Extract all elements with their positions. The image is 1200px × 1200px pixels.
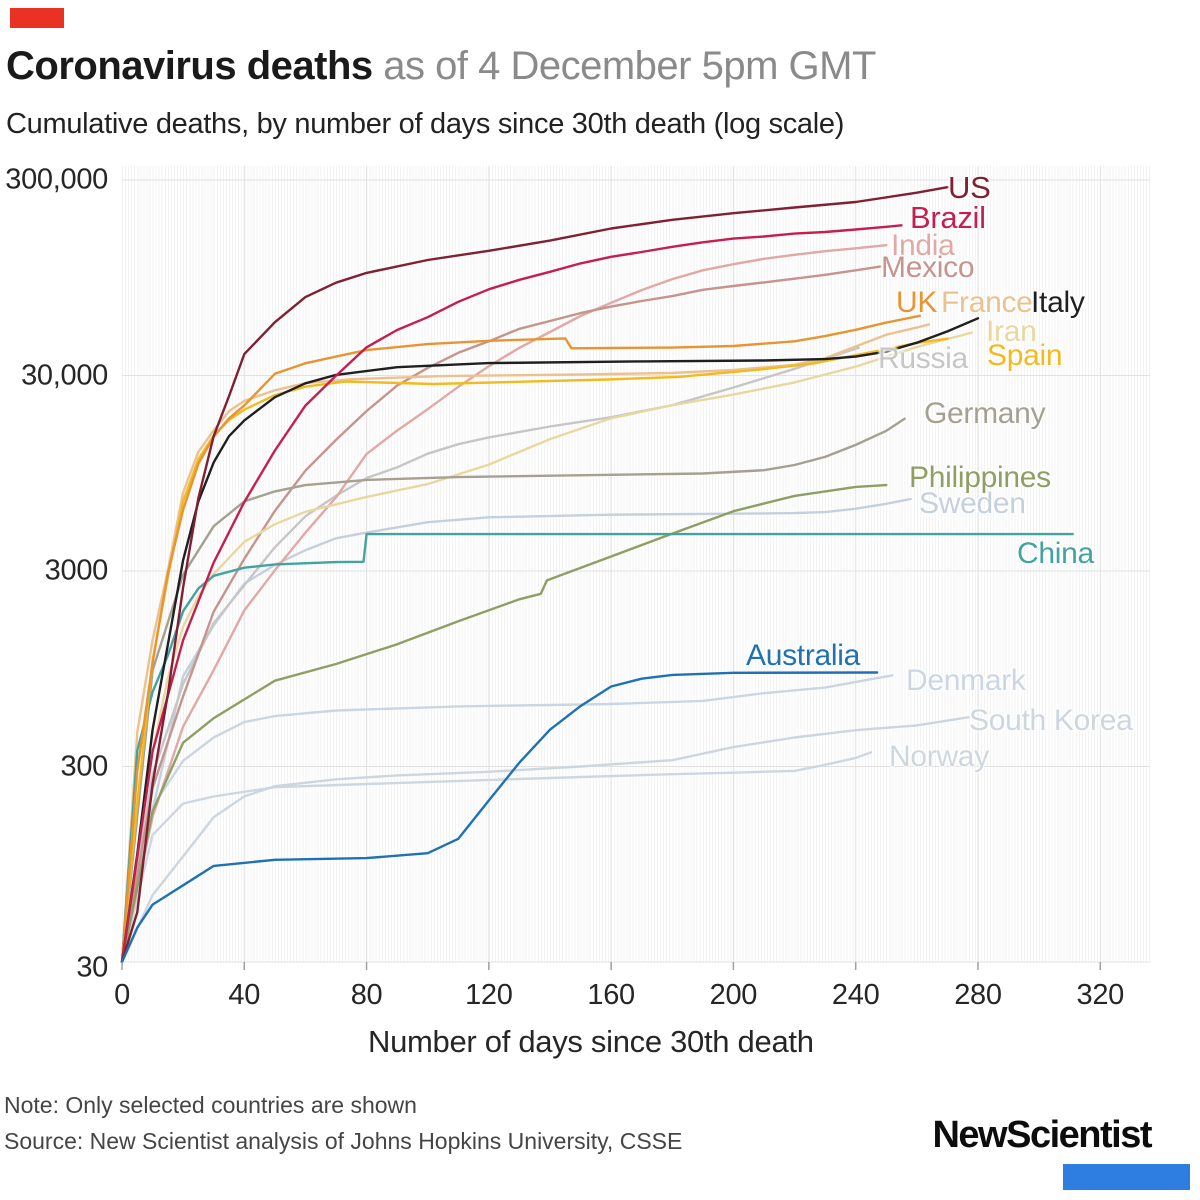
series-label-china: China [1017, 537, 1094, 570]
page-title: Coronavirus deaths as of 4 December 5pm … [6, 44, 876, 88]
axis-ticks [121, 962, 1101, 970]
series-line-us [120, 185, 949, 964]
x-tick-label: 200 [709, 979, 758, 1011]
series-label-mexico: Mexico [881, 251, 975, 284]
series-label-south-korea: South Korea [969, 704, 1133, 737]
series-label-india: India [891, 229, 955, 262]
series-line-france [120, 323, 931, 964]
series-label-uk: UK [896, 286, 938, 319]
title-date: as of 4 December 5pm GMT [372, 44, 876, 88]
series-line-denmark [120, 674, 894, 964]
series-label-denmark: Denmark [906, 664, 1026, 697]
series-label-france: France [941, 286, 1033, 319]
series-label-italy: Italy [1031, 286, 1085, 319]
y-tick-label: 300,000 [5, 163, 108, 196]
y-tick-label: 300 [60, 750, 109, 782]
series-label-russia: Russia [878, 342, 968, 375]
x-tick-label: 320 [1076, 979, 1124, 1011]
series-label-norway: Norway [889, 740, 989, 773]
chart-note: Note: Only selected countries are shown [4, 1092, 417, 1118]
brand-red-square [10, 8, 64, 28]
series-label-australia: Australia [746, 639, 861, 672]
series-line-germany [120, 417, 906, 964]
series-line-china [120, 532, 1074, 964]
x-tick-label: 280 [954, 979, 1002, 1011]
series-line-brazil [120, 224, 903, 964]
series-line-mexico [120, 265, 882, 964]
series-lines [120, 185, 1074, 964]
series-label-iran: Iran [986, 315, 1037, 348]
x-tick-label: 240 [831, 979, 880, 1011]
x-tick-label: 80 [350, 979, 383, 1011]
y-tick-label: 30 [76, 951, 108, 984]
series-label-sweden: Sweden [919, 487, 1026, 520]
series-label-us: US [948, 170, 991, 205]
series-label-germany: Germany [924, 397, 1046, 430]
series-line-south-korea [120, 716, 970, 964]
series-line-norway [120, 751, 873, 964]
series-label-spain: Spain [987, 339, 1063, 372]
x-axis-title: Number of days since 30th death [368, 1024, 814, 1059]
x-tick-label: 40 [228, 979, 261, 1011]
brand-blue-square [1063, 1164, 1190, 1190]
x-tick-label: 120 [465, 979, 513, 1011]
x-tick-label: 160 [587, 979, 635, 1011]
series-line-italy [120, 317, 980, 964]
series-label-brazil: Brazil [910, 200, 986, 235]
y-tick-label: 30,000 [21, 359, 108, 391]
series-line-india [120, 243, 888, 964]
series-label-philippines: Philippines [909, 461, 1051, 494]
x-tick-label: 0 [114, 979, 130, 1011]
series-line-australia [120, 671, 879, 964]
chart-source: Source: New Scientist analysis of Johns … [4, 1128, 683, 1154]
chart-subtitle: Cumulative deaths, by number of days sin… [6, 108, 845, 140]
new-scientist-logo: NewScientist [932, 1114, 1152, 1156]
gridlines [122, 166, 1150, 963]
series-line-uk [120, 314, 922, 964]
series-line-philippines [120, 483, 888, 964]
title-bold: Coronavirus deaths [6, 44, 373, 88]
y-tick-label: 3000 [44, 554, 109, 587]
